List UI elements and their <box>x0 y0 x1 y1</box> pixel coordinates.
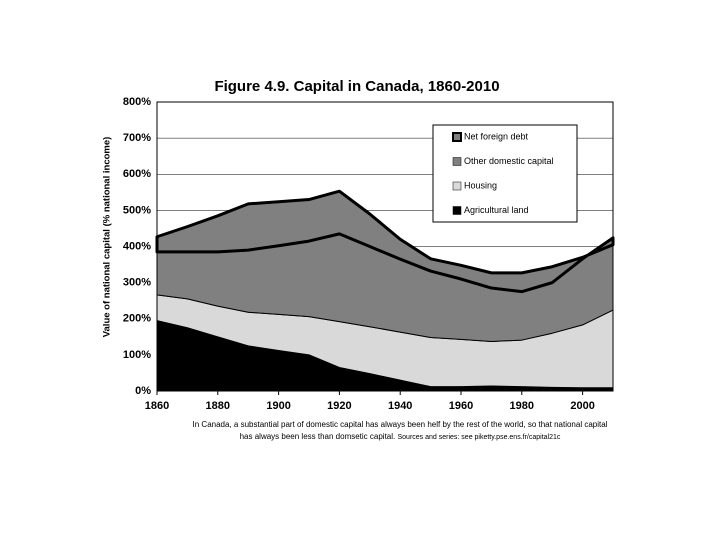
note: has always been less than domsetic capit… <box>240 432 561 441</box>
x-tick-label: 1960 <box>449 400 473 412</box>
y-tick-label: 300% <box>123 277 151 289</box>
legend-swatch <box>452 206 462 215</box>
x-tick-label: 1980 <box>510 400 534 412</box>
chart-title: Figure 4.9. Capital in Canada, 1860-2010 <box>214 78 499 95</box>
x-tick-label: 2000 <box>570 400 594 412</box>
y-tick-label: 500% <box>123 204 151 216</box>
note: In Canada, a substantial part of domesti… <box>193 420 608 429</box>
x-tick-label: 1920 <box>327 400 351 412</box>
legend-label: Other domestic capital <box>464 156 554 166</box>
legend-swatch <box>452 181 462 191</box>
y-tick-label: 100% <box>123 349 151 361</box>
y-tick-label: 700% <box>123 132 151 144</box>
legend-swatch <box>452 132 462 142</box>
y-tick-label: 800% <box>123 96 151 108</box>
y-tick-label: 600% <box>123 168 151 180</box>
legend-label: Agricultural land <box>464 205 529 215</box>
note: has always been less than domsetic capit… <box>240 432 396 441</box>
y-tick-label: 400% <box>123 240 151 252</box>
y-tick-label: 200% <box>123 313 151 325</box>
legend-label: Net foreign debt <box>464 131 529 141</box>
x-tick-label: 1940 <box>388 400 412 412</box>
legend-label: Housing <box>464 180 497 190</box>
x-tick-label: 1900 <box>266 400 290 412</box>
x-tick-label: 1880 <box>206 400 230 412</box>
plot-frame <box>156 101 614 392</box>
y-axis-title: Value of national capital (% national in… <box>102 137 113 338</box>
y-tick-label: 0% <box>135 385 151 397</box>
x-tick-label: 1860 <box>145 400 169 412</box>
source: Sources and series: see piketty.pse.ens.… <box>397 434 560 441</box>
legend-swatch <box>452 157 462 166</box>
